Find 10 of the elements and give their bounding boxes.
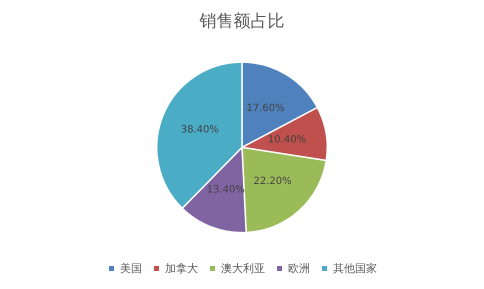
data-label: 22.20% [253,176,292,187]
data-label: 17.60% [246,102,285,114]
chart-title: 销售额占比 [198,12,284,32]
data-label: 10.40% [268,134,306,146]
legend-label: 欧洲 [288,262,310,275]
legend-label: 加拿大 [165,262,198,275]
legend-label: 其他国家 [333,262,377,275]
legend-label: 美国 [120,262,142,275]
legend-label: 澳大利亚 [221,262,265,275]
data-label: 38.40% [180,124,219,136]
